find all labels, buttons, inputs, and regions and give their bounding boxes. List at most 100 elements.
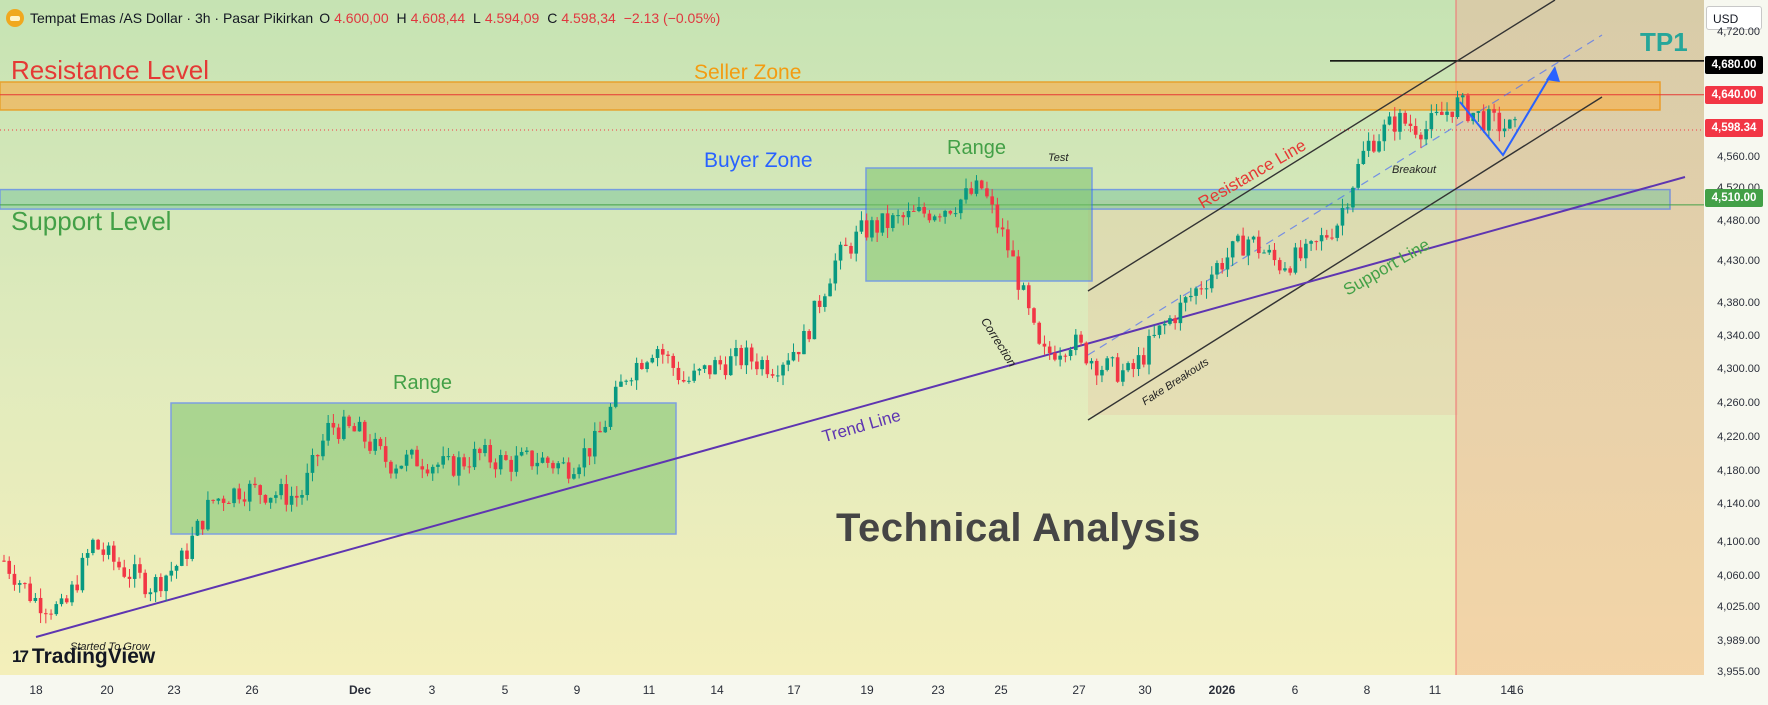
candle-body (613, 386, 618, 407)
candle-body (399, 465, 404, 469)
candle-body (373, 438, 378, 451)
candle-body (823, 296, 827, 307)
candle-body (1220, 263, 1225, 270)
candle-body (2, 560, 6, 562)
price-tick-label: 4,180.00 (1717, 465, 1760, 477)
candle-body (775, 375, 780, 377)
candle-body (462, 457, 466, 467)
candle-body (96, 539, 100, 550)
gold-symbol-icon (6, 9, 24, 27)
buyer-zone-label: Buyer Zone (704, 149, 813, 172)
candle-body (1241, 235, 1245, 256)
date-tick-label: 11 (1428, 683, 1442, 697)
candle-body (1392, 116, 1397, 132)
price-tick-label: 4,025.00 (1717, 601, 1760, 613)
candle-body (985, 188, 989, 197)
candle-body (708, 365, 712, 375)
candle-body (802, 331, 806, 355)
candle-body (17, 583, 22, 585)
candle-body (760, 360, 764, 370)
candle-body (1324, 235, 1329, 238)
candle-body (1481, 111, 1486, 131)
date-tick-label: 2026 (1208, 683, 1236, 697)
symbol-title[interactable]: Tempat Emas /AS Dollar · 3h · Pasar Piki… (30, 10, 314, 26)
projection-arrowhead (1546, 66, 1560, 82)
candle-body (441, 456, 445, 465)
candle-body (1194, 288, 1198, 296)
candle-body (70, 584, 74, 603)
candle-body (755, 361, 759, 370)
candle-body (33, 597, 38, 602)
candle-body (958, 199, 963, 214)
seller-zone-box (0, 81, 1661, 111)
breakout-annotation: Breakout (1392, 164, 1437, 176)
candle-body (1058, 355, 1062, 360)
candle-body (561, 462, 566, 464)
candle-body (1173, 318, 1177, 324)
candle-body (279, 484, 283, 496)
candle-body (80, 557, 85, 591)
candle-body (1100, 369, 1104, 376)
candle-body (122, 567, 127, 577)
candle-body (927, 213, 932, 221)
candle-body (838, 244, 843, 261)
candle-body (284, 484, 289, 505)
current-price-tag: 4,598.34 (1705, 119, 1763, 137)
candle-body (1230, 241, 1235, 258)
candle-body (342, 416, 346, 439)
candle-body (389, 461, 393, 474)
candle-body (75, 584, 79, 591)
candle-body (744, 347, 749, 366)
candle-body (1361, 150, 1366, 164)
candle-body (1126, 363, 1130, 371)
candle-body (530, 450, 534, 467)
currency-button[interactable]: USD (1706, 6, 1762, 30)
candle-body (1063, 355, 1068, 357)
candle-body (242, 499, 247, 502)
date-tick-label: 11 (642, 683, 656, 697)
candle-body (577, 467, 581, 475)
candle-body (765, 360, 770, 375)
started-to-grow-annotation: Started To Grow (70, 641, 150, 653)
candle-body (1345, 207, 1350, 209)
candle-body (164, 575, 168, 592)
candle-body (159, 577, 163, 592)
date-tick-label: 5 (501, 683, 509, 697)
tradingview-brand[interactable]: 17 TradingView (12, 645, 155, 669)
low-value: 4.594,09 (484, 10, 540, 26)
candle-body (394, 468, 398, 474)
candle-body (896, 215, 900, 217)
candle-body (216, 498, 221, 501)
candle-body (1314, 241, 1319, 243)
candle-body (1497, 112, 1502, 132)
candle-body (582, 448, 587, 468)
candle-body (1136, 355, 1141, 370)
test-annotation: Test (1048, 152, 1069, 164)
price-axis-background (1704, 0, 1768, 705)
candle-body (1293, 247, 1298, 273)
candle-body (1089, 360, 1094, 364)
candle-body (1152, 334, 1157, 336)
candle-body (1262, 252, 1266, 254)
open-label: O (319, 10, 331, 26)
date-tick-label: 27 (1072, 683, 1086, 697)
price-tick-label: 4,560.00 (1717, 151, 1760, 163)
candle-body (849, 245, 853, 254)
candle-body (274, 495, 278, 498)
date-tick-label: 14 (710, 683, 724, 697)
candle-body (1079, 334, 1083, 343)
range-box-right (865, 167, 1093, 282)
candle-body (49, 613, 53, 615)
candle-body (572, 474, 576, 479)
candle-body (1492, 109, 1496, 113)
candle-body (1319, 235, 1324, 242)
candle-body (870, 220, 874, 238)
candle-body (974, 180, 979, 194)
candle-body (1021, 285, 1026, 290)
candle-body (232, 488, 236, 504)
main-title: Technical Analysis (836, 506, 1201, 550)
candle-body (185, 550, 189, 559)
price-tick-label: 3,955.00 (1717, 666, 1760, 678)
